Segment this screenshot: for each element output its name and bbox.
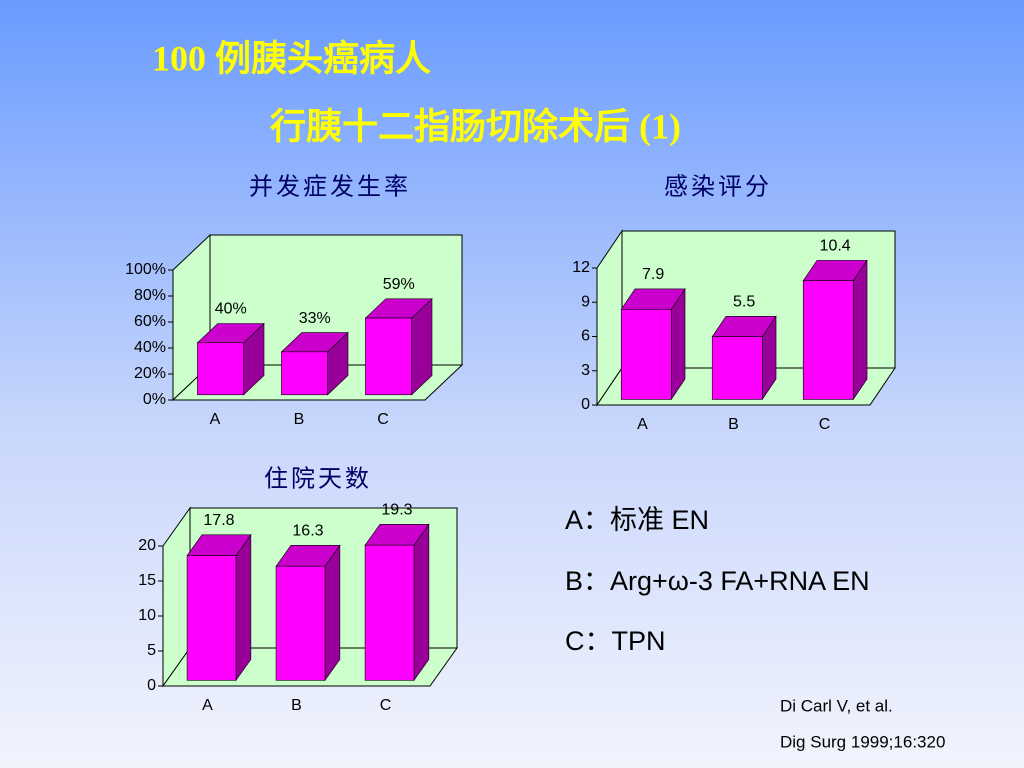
y-tick-label: 6 <box>581 328 590 345</box>
legend-note: C：TPN <box>565 626 666 656</box>
y-tick-label: 60% <box>134 313 166 330</box>
x-tick-label: A <box>637 416 648 433</box>
y-tick-label: 0% <box>143 391 166 408</box>
y-tick-label: 0 <box>581 396 590 413</box>
bar <box>364 544 415 681</box>
bar <box>802 280 854 400</box>
x-tick-label: A <box>210 411 221 428</box>
x-tick-label: B <box>728 416 739 433</box>
value-label: 17.8 <box>203 512 234 529</box>
value-label: 5.5 <box>733 294 755 311</box>
y-tick-label: 100% <box>125 261 166 278</box>
chart-title: 感染评分 <box>664 173 772 201</box>
citation: Di Carl V, et al. <box>780 696 893 715</box>
y-tick-label: 12 <box>572 259 590 276</box>
y-tick-label: 15 <box>138 572 156 589</box>
legend-note: A：标准 EN <box>565 505 709 535</box>
y-tick-label: 9 <box>581 293 590 310</box>
bar <box>620 308 672 400</box>
y-tick-label: 5 <box>147 642 156 659</box>
chart-title: 并发症发生率 <box>249 173 411 201</box>
value-label: 16.3 <box>292 523 323 540</box>
y-tick-label: 20% <box>134 365 166 382</box>
chart-title: 住院天数 <box>264 465 372 493</box>
y-tick-label: 10 <box>138 607 156 624</box>
value-label: 33% <box>299 310 331 327</box>
value-label: 19.3 <box>381 502 412 519</box>
bar-side <box>852 259 868 401</box>
legend-note: B：Arg+ω-3 FA+RNA EN <box>565 566 870 596</box>
bar <box>711 336 763 400</box>
x-tick-label: B <box>294 411 305 428</box>
bar <box>186 555 237 681</box>
x-tick-label: B <box>291 697 302 714</box>
y-tick-label: 20 <box>138 537 156 554</box>
y-tick-label: 3 <box>581 362 590 379</box>
bar-side <box>235 533 252 682</box>
x-tick-label: C <box>377 411 389 428</box>
x-tick-label: A <box>202 697 213 714</box>
value-label: 40% <box>215 301 247 318</box>
x-tick-label: C <box>819 416 831 433</box>
bar <box>275 565 326 681</box>
y-tick-label: 40% <box>134 339 166 356</box>
slide-subtitle: 行胰十二指肠切除术后 (1) <box>270 106 681 146</box>
y-tick-label: 0 <box>147 677 156 694</box>
bar <box>365 317 412 396</box>
bar <box>281 351 328 396</box>
bar <box>197 342 244 396</box>
bar-side <box>324 544 341 682</box>
citation: Dig Surg 1999;16:320 <box>780 732 945 751</box>
x-tick-label: C <box>380 697 392 714</box>
value-label: 10.4 <box>820 238 851 255</box>
value-label: 59% <box>383 276 415 293</box>
value-label: 7.9 <box>642 266 664 283</box>
bar-side <box>413 523 430 682</box>
slide-title: 100 例胰头癌病人 <box>152 38 431 78</box>
y-tick-label: 80% <box>134 287 166 304</box>
